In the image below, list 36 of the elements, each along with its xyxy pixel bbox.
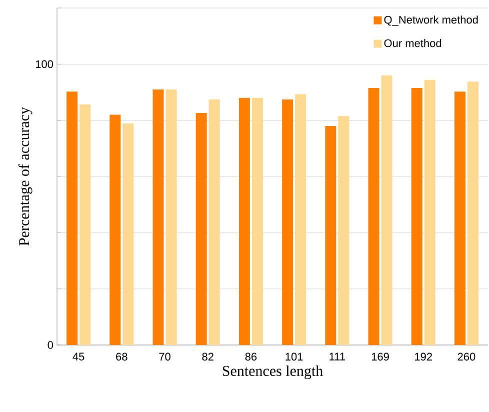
bar <box>411 88 422 345</box>
x-tick-label: 86 <box>245 352 257 361</box>
x-tick-label: 169 <box>372 352 389 361</box>
bar <box>282 100 294 345</box>
x-tick-label: 82 <box>202 352 214 361</box>
x-tick-label: 111 <box>330 352 345 360</box>
x-tick-label: 68 <box>116 352 128 361</box>
bar <box>66 92 78 345</box>
x-tick-label: 101 <box>286 352 303 361</box>
bar <box>325 126 336 345</box>
bar <box>208 100 220 345</box>
legend-label: Q_Network method <box>384 16 478 26</box>
bar <box>368 88 380 345</box>
y-axis-title: Percentage of accuracy <box>18 107 32 246</box>
bar <box>338 116 350 345</box>
bar <box>196 113 207 345</box>
y-tick-label: 0 <box>48 341 54 349</box>
bar <box>381 75 392 345</box>
bar <box>424 80 436 345</box>
x-tick-label: 192 <box>415 352 432 361</box>
bar <box>295 94 306 345</box>
bar <box>238 98 250 345</box>
bar <box>166 89 177 345</box>
x-tick-label: 260 <box>458 352 476 361</box>
legend-label: Our method <box>384 39 442 48</box>
x-axis-title: Sentences length <box>222 365 323 380</box>
x-tick-label: 45 <box>72 352 84 360</box>
bar <box>152 89 164 345</box>
bar <box>122 123 134 345</box>
x-tick-label: 70 <box>159 352 170 361</box>
y-tick-label: 100 <box>36 60 54 68</box>
bar <box>467 82 478 345</box>
bar <box>80 104 91 345</box>
bar <box>252 98 263 345</box>
bar <box>454 92 466 345</box>
bar <box>110 114 121 345</box>
